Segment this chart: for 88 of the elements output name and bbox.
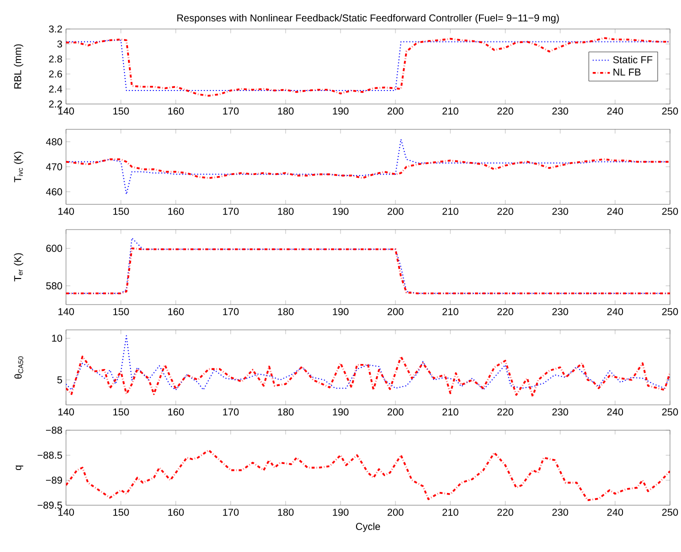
x-tick-label: 240 [607,108,624,115]
x-tick-label: 180 [278,508,294,516]
y-tick-label: 470 [46,163,62,170]
y-tick-label: 600 [46,244,62,252]
x-tick-label: 220 [497,408,514,416]
y-tick-label: 3.2 [48,25,62,33]
y-tick-label: 580 [46,282,62,290]
x-tick-label: 190 [332,308,348,316]
x-tick-label: 150 [113,408,129,416]
line-series [66,356,670,398]
y-tick-label: 2.4 [49,86,62,92]
x-tick-label: 210 [442,408,458,416]
x-tick-label: 190 [332,108,348,115]
x-tick-label: 170 [223,108,239,115]
x-tick-label: 230 [552,508,568,516]
x-axis-title: Cycle [356,522,380,532]
x-tick-label: 220 [497,208,514,215]
x-tick-label: 140 [58,508,74,516]
chart-title: Responses with Nonlinear Feedback/Static Feedforward Controller (Fuel= 9−11−9 mg) [177,14,559,24]
x-tick-label: 200 [388,108,404,115]
x-tick-label: 220 [497,308,514,316]
x-tick-label: 160 [168,508,184,516]
y-tick-label: 480 [46,138,62,146]
y-axis-title: RBL (mm) [14,44,24,88]
x-tick-label: 170 [223,508,239,516]
x-tick-label: 240 [607,408,624,416]
y-axis-title: θ$_{CA50}$ [14,356,24,379]
x-tick-label: 140 [58,408,74,416]
x-tick-label: 230 [552,408,568,416]
x-tick-label: 160 [168,408,184,416]
y-tick-label: 460 [46,188,62,196]
y-tick-label: −88 [46,426,62,434]
legend-label: Static FF [613,56,652,64]
x-tick-label: 180 [278,208,294,215]
x-tick-label: 200 [388,308,404,316]
y-tick-label: 5 [57,376,62,384]
x-tick-label: 230 [552,108,568,115]
x-tick-label: 190 [332,408,348,416]
y-axis-title: q [16,466,24,470]
x-tick-label: 160 [168,108,184,115]
y-tick-label: 2.6 [49,70,62,78]
x-tick-label: 190 [332,508,348,516]
x-tick-label: 140 [58,108,74,115]
x-tick-label: 200 [388,208,404,215]
y-axis-title: T$_{ivc}$ (K) [14,152,24,182]
y-tick-label: −88.5 [38,452,62,459]
x-tick-label: 140 [58,208,74,215]
x-tick-label: 170 [223,308,239,316]
y-tick-label: 2.2 [49,100,62,108]
x-tick-label: 220 [497,508,514,516]
x-tick-label: 160 [168,208,184,215]
x-tick-label: 220 [497,108,514,115]
x-tick-label: 230 [552,308,568,316]
x-tick-label: 180 [278,308,294,316]
x-tick-label: 250 [662,108,678,115]
y-tick-label: 2.8 [49,55,62,63]
x-tick-label: 250 [662,508,678,516]
x-tick-label: 180 [278,408,294,416]
x-tick-label: 150 [113,108,129,115]
x-tick-label: 250 [662,408,678,416]
x-tick-label: 210 [442,108,458,115]
x-tick-label: 250 [662,308,678,316]
x-tick-label: 160 [168,308,184,316]
x-tick-label: 210 [442,208,458,215]
y-tick-label: −89.5 [38,502,62,509]
x-tick-label: 210 [442,508,458,516]
x-tick-label: 230 [552,208,568,215]
x-tick-label: 190 [332,208,348,215]
x-tick-label: 210 [442,308,458,316]
y-axis-title: T$_{er}$ (K) [14,253,24,282]
x-tick-label: 240 [607,508,624,516]
line-series [66,449,670,502]
x-tick-label: 150 [113,208,129,215]
x-tick-label: 150 [113,508,129,516]
x-tick-label: 200 [388,408,404,416]
x-tick-label: 150 [113,308,129,316]
x-tick-label: 170 [223,208,239,215]
x-tick-label: 240 [607,208,624,215]
legend-label: NL FB [614,68,641,76]
x-tick-label: 240 [607,308,624,316]
x-tick-label: 140 [58,308,74,316]
x-tick-label: 250 [662,208,678,215]
y-tick-label: −89 [46,476,62,484]
x-tick-label: 170 [223,408,239,416]
y-tick-label: 3 [57,40,62,48]
y-tick-label: 10 [52,334,62,342]
x-tick-label: 180 [278,108,294,115]
x-tick-label: 200 [388,508,404,516]
